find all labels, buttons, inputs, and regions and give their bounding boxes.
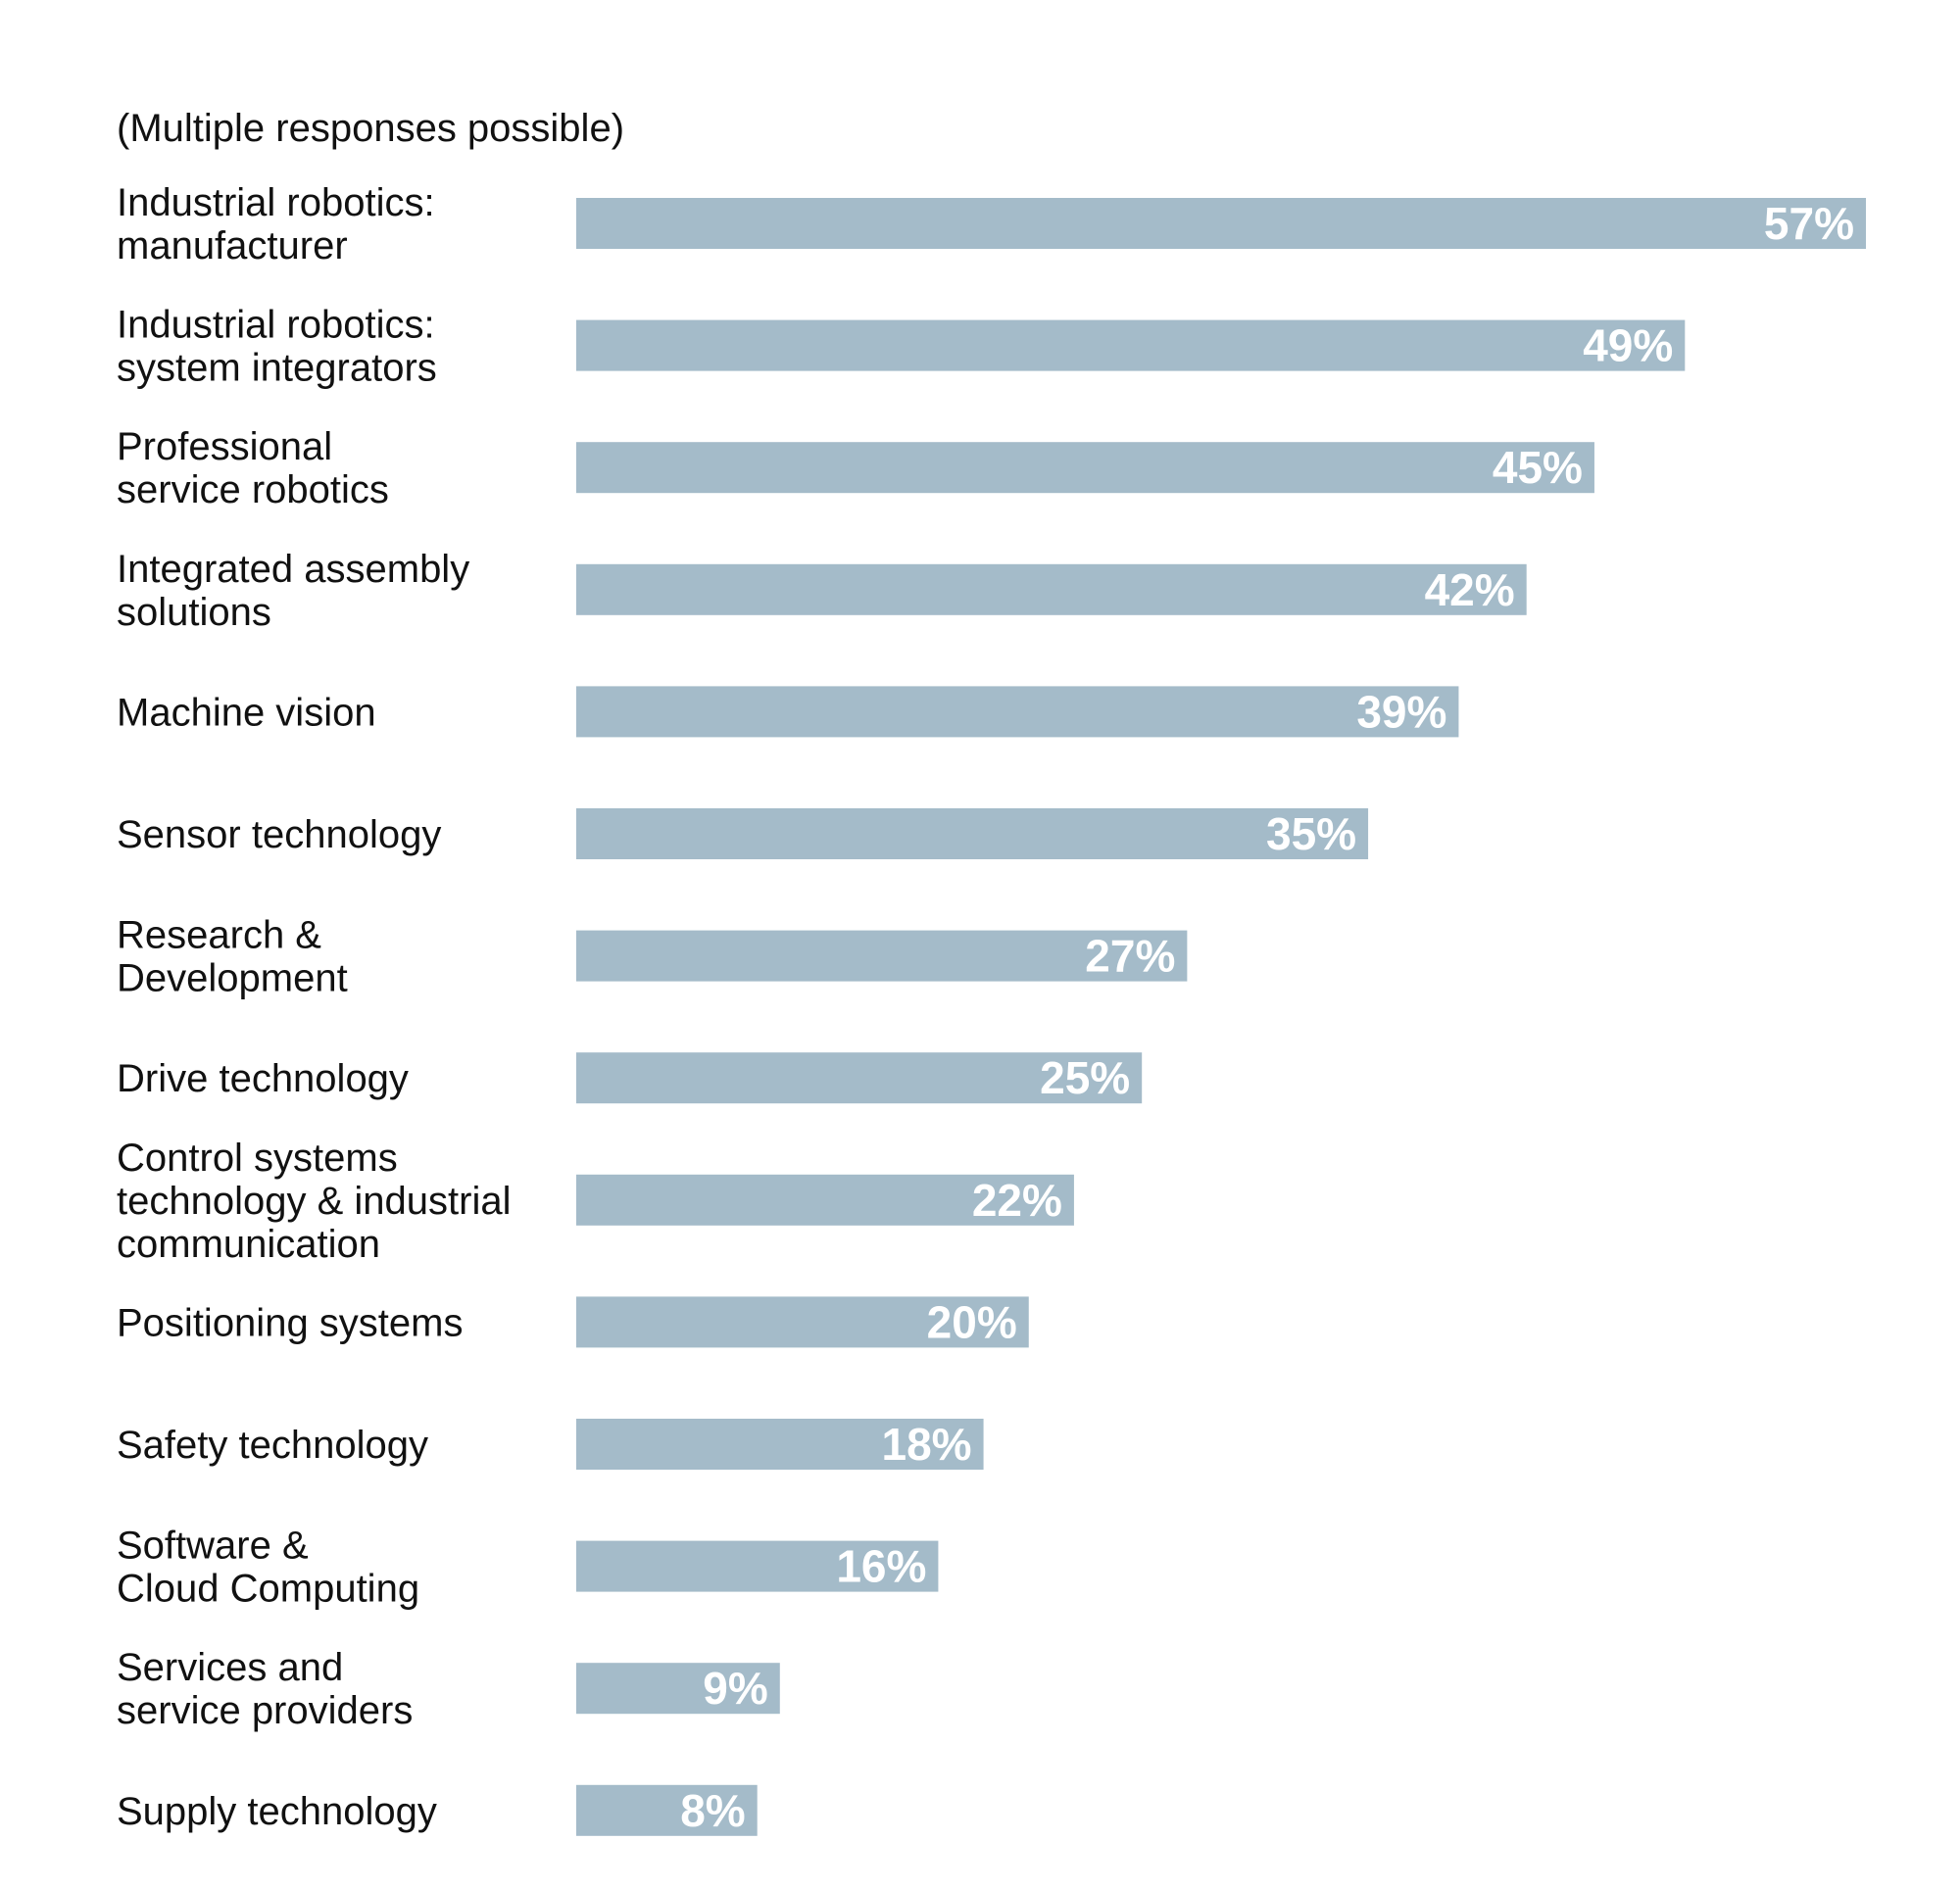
category-label: Positioning systems [117, 1301, 463, 1344]
category-label: Machine vision [117, 691, 376, 734]
bar-11 [576, 1540, 939, 1592]
category-label-line: Machine vision [117, 691, 376, 734]
category-label-line: Development [117, 957, 348, 1000]
category-label-line: Safety technology [117, 1424, 428, 1467]
category-label: Sensor technology [117, 813, 441, 856]
bar-value-label: 27% [1085, 931, 1175, 982]
bar-8 [576, 1174, 1074, 1226]
category-label-line: Software & [117, 1525, 309, 1568]
category-label-line: Sensor technology [117, 813, 441, 856]
category-label: Research & Development [117, 914, 348, 1000]
category-label: Supply technology [117, 1790, 437, 1833]
category-label-line: Supply technology [117, 1790, 437, 1833]
bars-group: 57%Industrial robotics: manufacturer49%In… [117, 181, 1866, 1836]
bar-value-label: 20% [927, 1296, 1017, 1347]
category-label: Services and service providers [117, 1646, 413, 1732]
category-label-line: Industrial robotics: [117, 181, 435, 224]
category-label-line: Integrated assembly [117, 548, 469, 591]
category-label: Industrial robotics: system integrators [117, 304, 437, 390]
category-label-line: Drive technology [117, 1057, 409, 1100]
category-label-line: Professional [117, 425, 332, 468]
category-label-line: system integrators [117, 347, 437, 390]
bar-value-label: 22% [972, 1175, 1062, 1226]
category-label-line: communication [117, 1223, 380, 1266]
bar-5 [576, 808, 1369, 859]
category-label-line: service robotics [117, 468, 389, 511]
bar-value-label: 9% [703, 1663, 767, 1714]
category-label: Control systems technology & industrial co… [117, 1137, 511, 1266]
chart-note: (Multiple responses possible) [117, 107, 624, 150]
bar-value-label: 35% [1266, 808, 1356, 859]
bar-value-label: 49% [1583, 320, 1673, 371]
bar-0 [576, 198, 1866, 249]
bar-12 [576, 1663, 780, 1715]
category-label: Drive technology [117, 1057, 409, 1100]
bar-13 [576, 1784, 758, 1836]
bar-value-label: 39% [1356, 686, 1446, 737]
bar-value-label: 25% [1040, 1052, 1130, 1103]
category-label: Professional service robotics [117, 425, 389, 511]
bar-value-label: 18% [882, 1419, 972, 1470]
category-label: Integrated assembly solutions [117, 548, 469, 634]
bar-1 [576, 319, 1686, 371]
category-label-line: Control systems [117, 1137, 398, 1180]
bar-value-label: 57% [1764, 198, 1854, 249]
bar-value-label: 45% [1493, 442, 1583, 493]
category-label-line: Industrial robotics: [117, 304, 435, 347]
category-label: Safety technology [117, 1424, 428, 1467]
category-label-line: Cloud Computing [117, 1568, 419, 1611]
category-label-line: service providers [117, 1689, 413, 1732]
category-label-line: Research & [117, 914, 321, 957]
category-label: Industrial robotics: manufacturer [117, 181, 435, 267]
bar-6 [576, 930, 1188, 982]
bar-10 [576, 1419, 984, 1470]
bar-value-label: 42% [1425, 564, 1515, 615]
bar-9 [576, 1296, 1029, 1348]
bar-2 [576, 442, 1594, 494]
bar-3 [576, 563, 1527, 615]
category-label-line: technology & industrial [117, 1180, 511, 1223]
category-label-line: Services and [117, 1646, 343, 1689]
category-label: Software & Cloud Computing [117, 1525, 419, 1611]
bar-7 [576, 1052, 1143, 1104]
category-label-line: solutions [117, 591, 271, 634]
bar-4 [576, 686, 1459, 738]
bar-value-label: 16% [836, 1541, 926, 1592]
category-label-line: Positioning systems [117, 1301, 463, 1344]
bar-value-label: 8% [680, 1785, 745, 1836]
category-label-line: manufacturer [117, 224, 348, 267]
